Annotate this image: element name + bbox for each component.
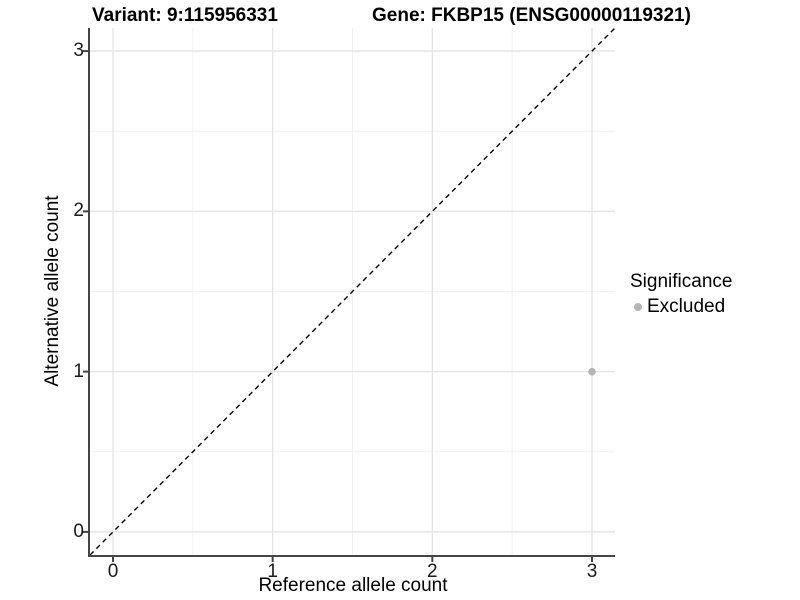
data-point <box>588 367 596 376</box>
y-tick-label: 2 <box>73 200 84 222</box>
legend-title: Significance <box>630 271 733 292</box>
identity-reference-line <box>89 27 616 556</box>
x-tick-label: 2 <box>427 561 438 582</box>
y-tick-label: 3 <box>73 40 84 62</box>
legend-entry-label: Excluded <box>647 296 726 317</box>
variant-title: Variant: 9:115956331 <box>92 5 278 26</box>
legend: Significance Excluded <box>630 271 732 318</box>
gene-title: Gene: FKBP15 (ENSG00000119321) <box>372 5 691 26</box>
legend-entries: Excluded <box>630 296 732 318</box>
y-axis-title: Alternative allele count <box>42 195 63 387</box>
legend-key-dot-icon <box>634 303 642 311</box>
legend-entry: Excluded <box>630 296 732 318</box>
x-tick-label: 3 <box>586 561 598 582</box>
y-tick-label: 0 <box>73 520 84 542</box>
x-tick-label: 0 <box>107 561 119 582</box>
x-tick-label: 1 <box>267 561 278 582</box>
x-axis-title: Reference allele count <box>258 575 448 596</box>
y-tick-label: 1 <box>73 360 84 382</box>
